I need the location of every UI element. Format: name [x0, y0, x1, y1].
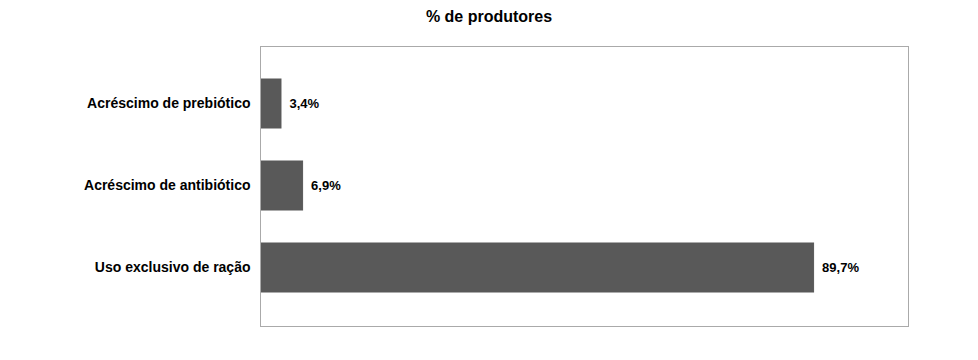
svg-text:89,7%: 89,7% [822, 260, 859, 275]
svg-text:6,9%: 6,9% [311, 178, 341, 193]
svg-text:Uso exclusivo de ração: Uso exclusivo de ração [95, 259, 251, 275]
svg-text:Acréscimo de prebiótico: Acréscimo de prebiótico [87, 95, 250, 111]
svg-text:3,4%: 3,4% [289, 96, 319, 111]
html-text:% de produtores: % de produtores [425, 8, 553, 25]
svg-text:Acréscimo de antibiótico: Acréscimo de antibiótico [84, 177, 250, 193]
